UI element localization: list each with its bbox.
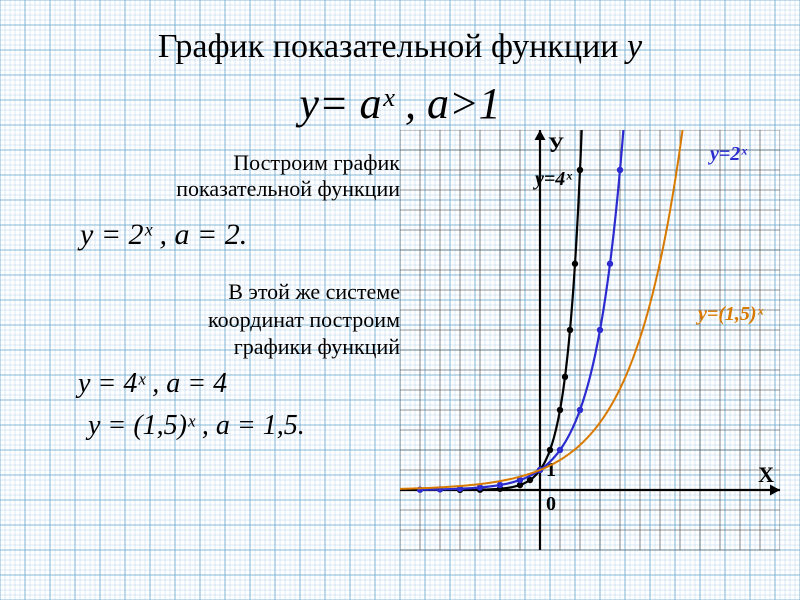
curve-marker xyxy=(577,407,583,413)
page-title: График показательной функции у xyxy=(0,28,800,66)
chart-svg: УХ10y=4ˣy=2ˣy=(1,5)ˣ xyxy=(400,130,780,560)
equation-2x-text: y = 2ˣ , a = 2. xyxy=(80,218,247,251)
build-text-l2: показательной функции xyxy=(176,176,400,201)
axis-label-x: Х xyxy=(758,462,774,487)
curve-label-y=4x: y=4ˣ xyxy=(533,168,572,190)
curve-marker xyxy=(607,261,613,267)
main-formula-text: y= aˣ , a>1 xyxy=(299,79,500,128)
curve-marker xyxy=(572,261,578,267)
curve-marker xyxy=(547,447,553,453)
curve-marker xyxy=(577,167,583,173)
build-text-l1: Построим график xyxy=(233,150,400,175)
equation-15x: y = (1,5)ˣ , a = 1,5. xyxy=(88,410,408,442)
same-system-l1: В этой же системе xyxy=(228,279,400,304)
same-system-l2: координат построим xyxy=(208,307,400,332)
curve-marker xyxy=(557,447,563,453)
equation-2x: y = 2ˣ , a = 2. xyxy=(80,218,400,252)
same-system-text: В этой же системе координат построим гра… xyxy=(60,278,400,361)
curve-marker xyxy=(562,374,568,380)
page-root: График показательной функции у y= aˣ , a… xyxy=(0,0,800,600)
title-y: у xyxy=(627,28,642,65)
main-formula: y= aˣ , a>1 xyxy=(0,78,800,129)
curve-marker xyxy=(617,167,623,173)
curve-marker xyxy=(557,407,563,413)
curve-label-y=2x: y=2ˣ xyxy=(708,143,747,165)
axis-label-y: У xyxy=(548,132,564,157)
equation-15x-text: y = (1,5)ˣ , a = 1,5. xyxy=(88,410,305,441)
axis-tick-zero: 0 xyxy=(546,493,556,515)
same-system-l3: графики функций xyxy=(234,334,400,359)
build-text: Построим график показательной функции xyxy=(60,150,400,203)
equation-4x: y = 4ˣ , a = 4 xyxy=(78,368,398,400)
curve-label-y=1.5x: y=(1,5)ˣ xyxy=(696,303,764,325)
chart-area: УХ10y=4ˣy=2ˣy=(1,5)ˣ xyxy=(400,130,780,560)
curve-marker xyxy=(567,327,573,333)
title-prefix: График показательной функции xyxy=(158,28,627,65)
equation-4x-text: y = 4ˣ , a = 4 xyxy=(78,368,227,399)
curve-marker xyxy=(497,482,503,488)
curve-marker xyxy=(597,327,603,333)
